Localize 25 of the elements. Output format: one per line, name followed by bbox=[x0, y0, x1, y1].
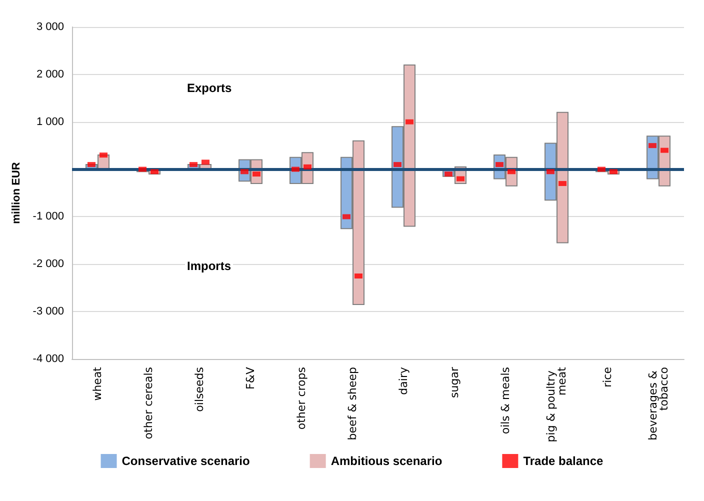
annotation: Imports bbox=[187, 259, 232, 273]
y-tick-label: 2 000 bbox=[36, 68, 64, 80]
y-tick-label: 1 000 bbox=[36, 116, 64, 128]
x-tick-label: other cereals bbox=[142, 366, 155, 440]
x-tick-label: pig & poultry meat bbox=[544, 366, 568, 442]
x-tick-label: wheat bbox=[91, 366, 104, 401]
y-axis-title: million EUR bbox=[10, 162, 22, 224]
y-tick-label: -4 000 bbox=[32, 353, 64, 365]
x-tick-label: rice bbox=[601, 366, 614, 388]
x-tick-label: oilseeds bbox=[193, 366, 206, 412]
annotation: Exports bbox=[187, 81, 232, 95]
x-tick-label: sugar bbox=[448, 366, 461, 398]
x-tick-label: dairy bbox=[397, 366, 410, 395]
y-tick-label: 3 000 bbox=[36, 21, 64, 33]
y-tick-label: -3 000 bbox=[32, 306, 64, 318]
legend-label: Trade balance bbox=[523, 454, 604, 468]
legend-label: Conservative scenario bbox=[122, 454, 250, 468]
x-tick-label: beef & sheep bbox=[346, 366, 359, 440]
y-tick-label: -1 000 bbox=[32, 210, 64, 223]
y-tick-label: -2 000 bbox=[32, 258, 64, 270]
x-tick-label: beverages & tobacco bbox=[646, 366, 670, 440]
x-tick-label: oils & meals bbox=[499, 366, 512, 434]
x-tick-label: F&V bbox=[244, 366, 257, 390]
x-tick-label: other crops bbox=[295, 366, 308, 430]
legend-label: Ambitious scenario bbox=[330, 454, 442, 468]
